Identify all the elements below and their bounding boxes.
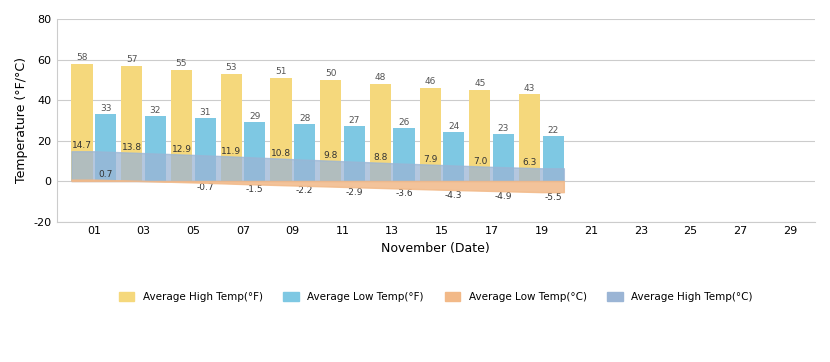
Bar bbox=[519, 94, 540, 181]
Text: 27: 27 bbox=[349, 116, 360, 125]
Text: -5.5: -5.5 bbox=[544, 193, 562, 202]
Text: -4.3: -4.3 bbox=[445, 191, 462, 200]
Text: 58: 58 bbox=[76, 53, 88, 62]
Text: 29: 29 bbox=[249, 112, 261, 121]
Text: 12.9: 12.9 bbox=[172, 145, 192, 154]
Bar bbox=[469, 90, 491, 181]
Text: 22: 22 bbox=[548, 126, 559, 135]
Text: -4.9: -4.9 bbox=[495, 192, 512, 201]
Bar bbox=[244, 122, 266, 181]
Bar bbox=[443, 132, 464, 181]
Text: 13.8: 13.8 bbox=[122, 143, 142, 152]
Bar bbox=[393, 129, 415, 181]
Text: 46: 46 bbox=[424, 77, 436, 87]
Text: 55: 55 bbox=[176, 59, 188, 68]
Text: 48: 48 bbox=[375, 73, 386, 83]
Text: 24: 24 bbox=[448, 122, 460, 131]
Text: 31: 31 bbox=[199, 108, 211, 117]
Bar bbox=[294, 124, 315, 181]
Text: 28: 28 bbox=[299, 114, 310, 123]
Text: 51: 51 bbox=[276, 67, 286, 76]
Bar bbox=[370, 84, 391, 181]
Text: 9.8: 9.8 bbox=[324, 151, 338, 160]
Bar bbox=[320, 80, 341, 181]
Bar bbox=[271, 78, 291, 181]
Text: -2.9: -2.9 bbox=[345, 188, 363, 197]
Text: -3.6: -3.6 bbox=[395, 189, 413, 198]
Text: 43: 43 bbox=[524, 84, 535, 93]
Bar bbox=[420, 88, 441, 181]
Text: -0.7: -0.7 bbox=[197, 184, 214, 193]
Text: 14.7: 14.7 bbox=[72, 141, 92, 150]
Text: 50: 50 bbox=[325, 70, 336, 78]
Text: 0.7: 0.7 bbox=[99, 169, 113, 178]
Bar bbox=[121, 66, 142, 181]
Text: 6.3: 6.3 bbox=[522, 158, 537, 167]
Text: 11.9: 11.9 bbox=[221, 147, 242, 156]
Text: 32: 32 bbox=[149, 106, 161, 115]
Text: 53: 53 bbox=[226, 63, 237, 72]
X-axis label: November (Date): November (Date) bbox=[382, 242, 491, 255]
Text: 10.8: 10.8 bbox=[271, 149, 291, 158]
Text: 33: 33 bbox=[100, 104, 111, 113]
Text: 57: 57 bbox=[126, 55, 138, 64]
Text: 7.0: 7.0 bbox=[473, 157, 487, 166]
Text: -1.5: -1.5 bbox=[246, 185, 264, 194]
Bar bbox=[344, 126, 365, 181]
Bar bbox=[543, 136, 564, 181]
Text: -2.2: -2.2 bbox=[296, 186, 313, 195]
Legend: Average High Temp(°F), Average Low Temp(°F), Average Low Temp(°C), Average High : Average High Temp(°F), Average Low Temp(… bbox=[115, 287, 757, 306]
Bar bbox=[71, 64, 93, 181]
Text: 26: 26 bbox=[398, 118, 410, 127]
Text: 23: 23 bbox=[498, 124, 510, 133]
Text: 45: 45 bbox=[474, 80, 486, 88]
Bar bbox=[171, 70, 192, 181]
Bar bbox=[144, 116, 166, 181]
Bar bbox=[221, 74, 242, 181]
Bar bbox=[95, 114, 116, 181]
Bar bbox=[493, 134, 514, 181]
Text: 8.8: 8.8 bbox=[374, 153, 388, 162]
Bar bbox=[194, 118, 216, 181]
Y-axis label: Temperature (°F/°C): Temperature (°F/°C) bbox=[15, 57, 28, 183]
Text: 7.9: 7.9 bbox=[423, 155, 437, 164]
